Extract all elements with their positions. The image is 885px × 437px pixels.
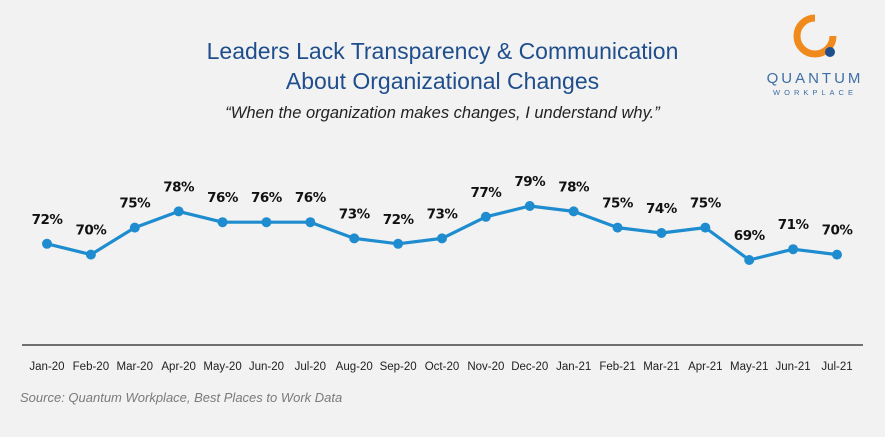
data-point — [129, 222, 140, 233]
data-label: 71% — [778, 217, 810, 233]
data-label: 70% — [75, 223, 107, 239]
data-point — [744, 255, 755, 265]
x-tick-label: May-21 — [730, 361, 768, 373]
data-label: 74% — [646, 201, 678, 217]
x-tick-label: Sep-20 — [380, 361, 417, 373]
data-point — [788, 244, 799, 255]
chart-title-line2: About Organizational Changes — [285, 68, 600, 94]
data-label: 76% — [295, 190, 327, 206]
x-tick-label: May-20 — [203, 361, 241, 373]
x-tick-label: Jul-21 — [821, 361, 852, 373]
data-label: 72% — [383, 212, 415, 228]
x-tick-label: Jun-20 — [249, 361, 284, 373]
data-point — [42, 238, 52, 249]
data-label: 78% — [163, 179, 195, 195]
data-point — [261, 217, 272, 228]
data-point — [305, 217, 316, 228]
data-label: 77% — [470, 185, 502, 201]
x-tick-label: Feb-21 — [599, 361, 635, 373]
x-tick-label: Apr-21 — [688, 361, 723, 373]
x-tick-label: Mar-21 — [643, 361, 679, 373]
x-tick-label: Jul-20 — [295, 361, 326, 373]
logo-wordmark: QUANTUM — [766, 70, 864, 87]
chart-title: Leaders Lack Transparency & Communicatio… — [0, 36, 885, 96]
x-tick-label: Dec-20 — [511, 361, 548, 373]
data-label: 69% — [734, 228, 766, 244]
data-point — [568, 206, 579, 217]
x-tick-label: Jan-21 — [556, 361, 591, 373]
chart-title-line1: Leaders Lack Transparency & Communicatio… — [206, 38, 679, 64]
x-tick-label: Mar-20 — [117, 361, 153, 373]
data-point — [832, 249, 842, 260]
data-point — [173, 206, 184, 217]
chart-subtitle: “When the organization makes changes, I … — [225, 104, 660, 122]
data-label: 76% — [251, 190, 283, 206]
data-point — [393, 238, 404, 249]
data-label: 72% — [32, 212, 64, 228]
data-label: 73% — [339, 206, 371, 222]
data-point — [480, 211, 491, 222]
x-tick-label: Jan-20 — [29, 361, 64, 373]
quantum-q-logo-icon — [793, 14, 837, 58]
x-tick-label: Feb-20 — [73, 361, 109, 373]
source-note: Source: Quantum Workplace, Best Places t… — [20, 390, 343, 405]
data-point — [612, 222, 623, 233]
company-logo: QUANTUM WORKPLACE — [760, 14, 880, 104]
data-label: 76% — [207, 190, 239, 206]
logo-subtext: WORKPLACE — [773, 88, 857, 97]
data-point — [437, 233, 447, 244]
x-tick-label: Jun-21 — [776, 361, 811, 373]
data-label: 78% — [558, 179, 590, 195]
data-label: 70% — [822, 223, 854, 239]
data-point — [217, 217, 228, 228]
data-point — [85, 249, 96, 260]
data-point — [656, 228, 667, 238]
data-label: 75% — [602, 196, 634, 212]
x-tick-label: Apr-20 — [161, 361, 196, 373]
data-label: 75% — [690, 196, 722, 212]
data-point — [524, 201, 535, 211]
data-point — [349, 233, 360, 244]
data-label: 79% — [514, 174, 546, 190]
data-point — [700, 222, 711, 233]
x-tick-label: Aug-20 — [336, 361, 373, 373]
data-label: 75% — [119, 196, 151, 212]
x-tick-label: Nov-20 — [467, 361, 504, 373]
x-tick-label: Oct-20 — [425, 361, 460, 373]
data-label: 73% — [427, 206, 459, 222]
